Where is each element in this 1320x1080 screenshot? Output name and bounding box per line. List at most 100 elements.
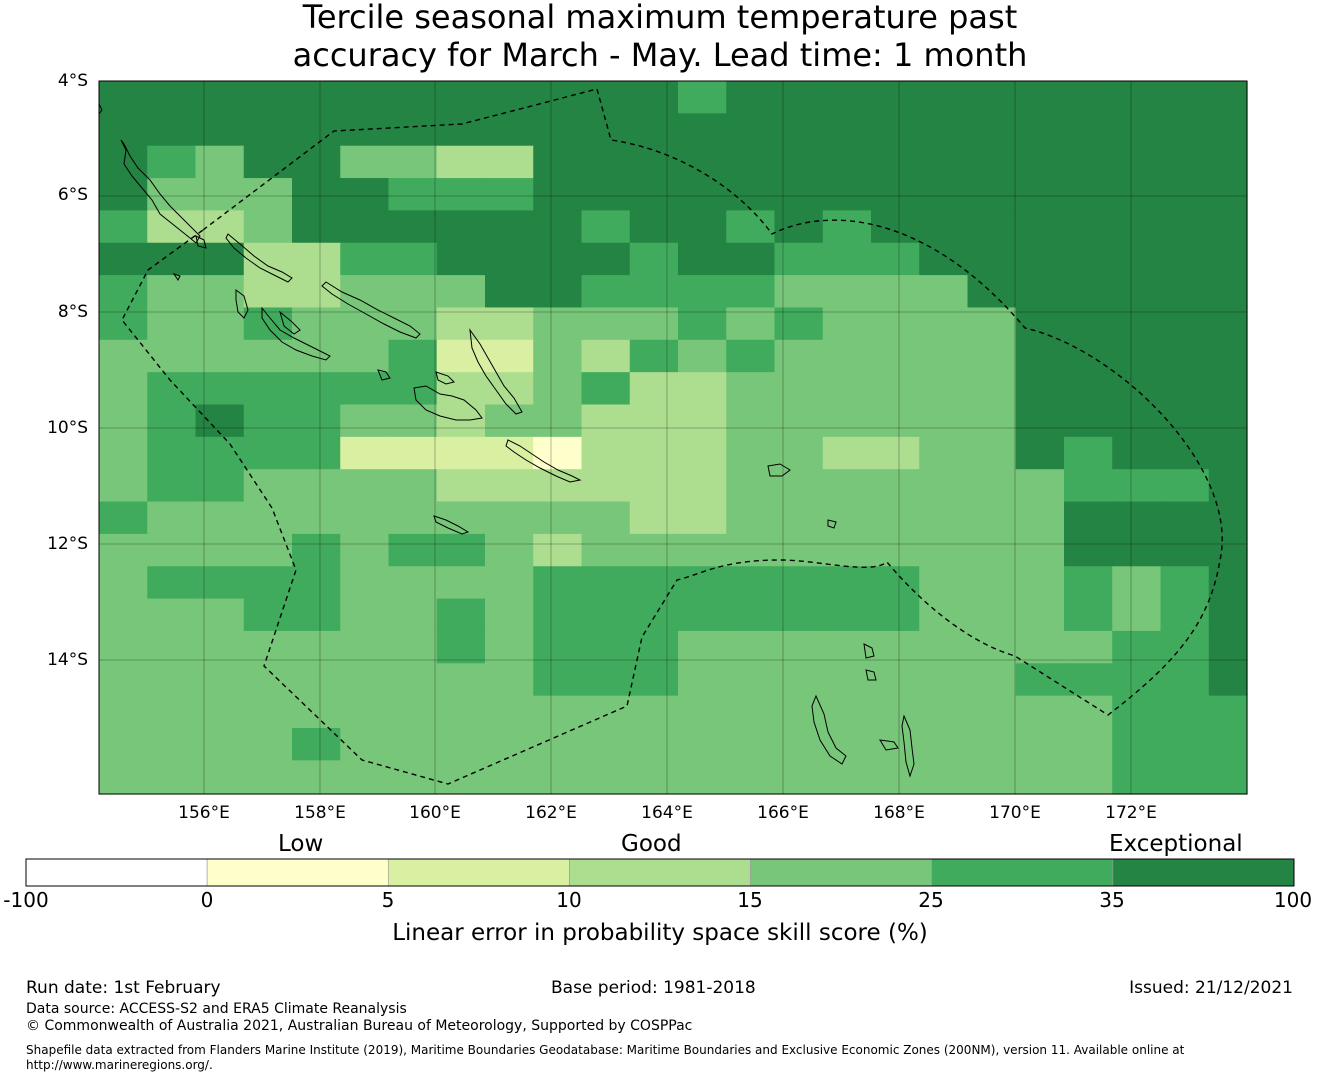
skill-cell	[340, 533, 390, 567]
skill-cell	[485, 469, 534, 503]
colorbar-title: Linear error in probability space skill …	[392, 920, 928, 946]
skill-cell	[147, 630, 197, 664]
skill-cell	[340, 663, 390, 697]
skill-cell	[485, 145, 534, 179]
island-outline	[321, 281, 421, 339]
skill-cell	[871, 501, 920, 535]
skill-cell	[533, 695, 583, 729]
skill-cell	[919, 663, 969, 697]
skill-cell	[871, 275, 920, 309]
skill-cell	[1064, 598, 1113, 632]
skill-cell	[485, 339, 534, 373]
skill-cell	[1112, 145, 1162, 179]
skill-cell	[629, 178, 679, 211]
skill-cell	[99, 728, 148, 761]
skill-cell	[1015, 81, 1065, 114]
skill-cell	[195, 533, 245, 567]
skill-cell	[243, 372, 293, 406]
skill-cell	[967, 566, 1017, 600]
skill-cell	[147, 566, 197, 600]
skill-cell	[871, 339, 920, 373]
skill-cell	[388, 695, 438, 729]
skill-cell	[1208, 436, 1248, 470]
skill-cell	[1112, 81, 1162, 114]
skill-cell	[292, 275, 341, 309]
island-outline	[767, 463, 791, 477]
skill-cell	[147, 695, 197, 729]
skill-cell	[99, 501, 148, 535]
skill-cell	[243, 501, 293, 535]
skill-cell	[195, 404, 245, 438]
skill-cell	[292, 210, 341, 244]
skill-cell	[1160, 760, 1210, 794]
skill-cell	[195, 598, 245, 632]
skill-cell	[1064, 178, 1113, 211]
skill-cell	[533, 663, 583, 697]
skill-cell	[871, 242, 920, 276]
skill-cell	[1208, 598, 1248, 632]
skill-cell	[1015, 307, 1065, 341]
colorbar-segment	[387, 858, 570, 887]
skill-cell	[967, 339, 1017, 373]
skill-cell	[1064, 469, 1113, 503]
skill-cell	[243, 210, 293, 244]
lat-label-4s: 4°S	[57, 71, 88, 91]
skill-cell	[774, 566, 824, 600]
skill-cell	[581, 533, 631, 567]
skill-cell	[678, 275, 727, 309]
skill-cell	[147, 404, 197, 438]
skill-cell	[1015, 469, 1065, 503]
skill-cell	[919, 469, 969, 503]
colorbar-segment	[569, 858, 751, 887]
skill-cell	[581, 81, 631, 114]
skill-cell	[243, 533, 293, 567]
skill-cell	[388, 210, 438, 244]
skill-cell	[726, 307, 776, 341]
skill-cell	[99, 307, 148, 341]
skill-cell	[340, 566, 390, 600]
skill-cell	[1015, 178, 1065, 211]
skill-cell	[485, 372, 534, 406]
skill-cell	[243, 760, 293, 794]
skill-cell	[533, 566, 583, 600]
skill-cell	[485, 113, 534, 147]
skill-cell	[629, 760, 679, 794]
skill-cell	[436, 533, 486, 567]
skill-cell	[1064, 436, 1113, 470]
skill-cell	[967, 404, 1017, 438]
skill-cell	[1160, 307, 1210, 341]
skill-cell	[1208, 469, 1248, 503]
skill-cell	[967, 178, 1017, 211]
skill-cell	[581, 501, 631, 535]
skill-cell	[1160, 210, 1210, 244]
skill-cell	[485, 404, 534, 438]
skill-cell	[485, 728, 534, 761]
skill-cell	[147, 81, 197, 114]
skill-cell	[388, 533, 438, 567]
skill-cell	[581, 630, 631, 664]
skill-cell	[436, 695, 486, 729]
skill-cell	[340, 469, 390, 503]
skill-cell	[1015, 598, 1065, 632]
island-outline	[469, 328, 523, 415]
skill-cell	[436, 760, 486, 794]
skill-cell	[1015, 145, 1065, 179]
skill-cell	[533, 242, 583, 276]
skill-cell	[678, 630, 727, 664]
skill-cell	[967, 760, 1017, 794]
skill-cell	[1064, 630, 1113, 664]
skill-cell	[1208, 113, 1248, 147]
skill-cell	[871, 307, 920, 341]
skill-cell	[871, 533, 920, 567]
skill-cell	[1208, 242, 1248, 276]
skill-cell	[388, 81, 438, 114]
skill-cell	[99, 404, 148, 438]
skill-cell	[533, 372, 583, 406]
skill-cell	[292, 372, 341, 406]
skill-cell	[340, 598, 390, 632]
skill-grid-cells	[99, 81, 1248, 795]
skill-cell	[1112, 760, 1162, 794]
skill-cell	[485, 501, 534, 535]
skill-cell	[1160, 695, 1210, 729]
skill-cell	[243, 663, 293, 697]
